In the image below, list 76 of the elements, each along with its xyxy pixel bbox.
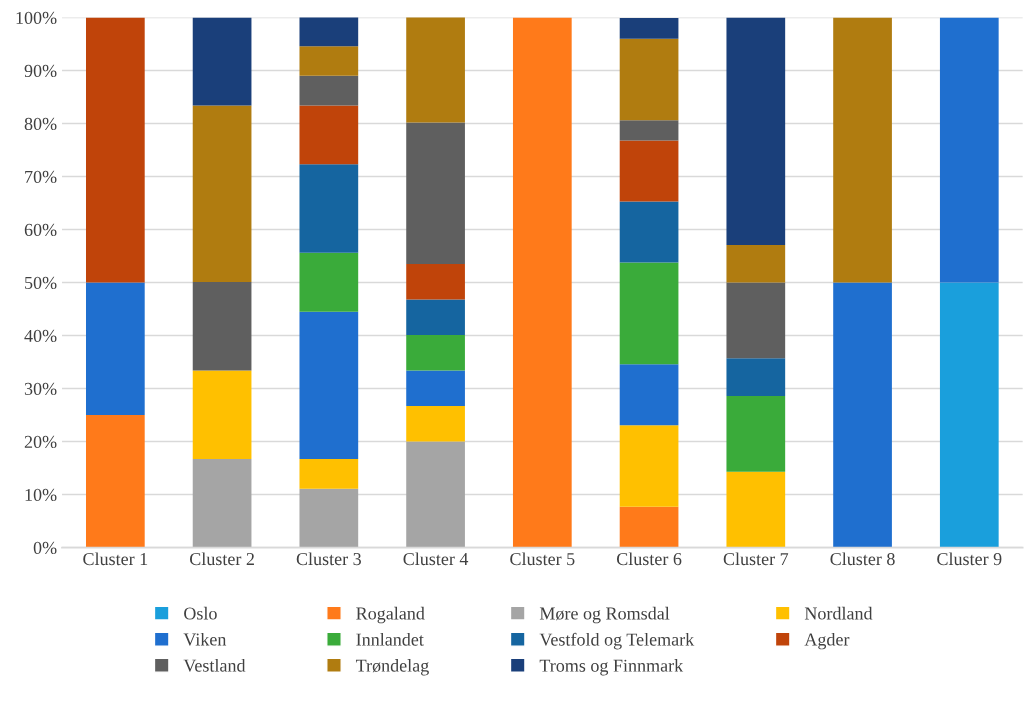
x-tick-label: Cluster 3 — [296, 552, 361, 566]
bar — [833, 282, 892, 548]
bar — [726, 282, 786, 359]
bar — [299, 459, 359, 489]
bar — [299, 46, 359, 76]
y-tick-label: 40% — [24, 329, 57, 343]
legend-label: Vestfold og Telemark — [539, 632, 695, 650]
legend-label: Møre og Romsdal — [539, 606, 670, 624]
legend-label: Rogaland — [356, 606, 425, 624]
legend-label: Oslo — [184, 606, 217, 620]
legend-label: Innlandet — [356, 632, 424, 646]
bar — [726, 471, 786, 548]
legend-label: Viken — [183, 632, 227, 646]
y-tick-label: 50% — [25, 276, 57, 290]
x-tick-label: Cluster 4 — [403, 552, 469, 566]
bar — [619, 38, 679, 121]
bar — [619, 201, 679, 263]
y-tick-label: 90% — [24, 64, 57, 78]
bar — [299, 164, 359, 253]
bar — [726, 244, 786, 283]
bar — [406, 441, 465, 548]
x-tick-label: Cluster 8 — [830, 552, 895, 566]
bar — [299, 488, 359, 548]
x-tick-label: Cluster 9 — [937, 552, 1002, 566]
bar — [726, 358, 786, 396]
bar — [939, 282, 999, 548]
y-tick-label: 100% — [16, 11, 57, 25]
legend-label: Trøndelag — [355, 659, 429, 676]
legend-label: Troms og Finnmark — [539, 659, 684, 676]
bar — [406, 17, 465, 123]
bar — [299, 105, 359, 165]
bar — [619, 120, 679, 141]
y-tick-label: 60% — [24, 223, 57, 237]
bar — [299, 17, 359, 47]
bar — [299, 311, 359, 460]
x-tick-label: Cluster 7 — [723, 552, 789, 566]
bar — [86, 282, 145, 416]
x-tick-label: Cluster 5 — [510, 552, 575, 566]
bar — [619, 364, 679, 426]
bar — [619, 262, 679, 365]
bar — [619, 506, 679, 548]
bar — [619, 18, 679, 39]
legend-label: Agder — [804, 632, 850, 650]
y-tick-label: 70% — [25, 170, 57, 184]
bar — [192, 105, 252, 283]
legend-label: Nordland — [804, 606, 873, 620]
bar — [619, 425, 679, 507]
y-tick-label: 10% — [25, 488, 57, 502]
bar — [406, 335, 465, 371]
x-tick-label: Cluster 1 — [83, 552, 148, 566]
bar — [86, 415, 145, 548]
bar — [86, 17, 145, 283]
bar — [299, 252, 359, 312]
bar — [726, 17, 786, 245]
bar — [192, 17, 252, 106]
bar — [406, 370, 465, 407]
y-tick-label: 0% — [33, 541, 57, 555]
x-tick-label: Cluster 2 — [189, 552, 254, 566]
bar — [726, 395, 786, 472]
bar — [512, 17, 572, 548]
bar — [406, 299, 465, 336]
x-tick-label: Cluster 6 — [616, 552, 682, 566]
bar — [406, 406, 465, 442]
bar — [299, 75, 359, 106]
y-tick-label: 30% — [24, 382, 57, 396]
bar — [833, 17, 892, 283]
y-tick-label: 80% — [24, 117, 57, 131]
bar — [192, 282, 252, 371]
bar — [406, 122, 465, 264]
bar — [192, 370, 252, 460]
bar — [192, 459, 252, 548]
y-tick-label: 20% — [24, 435, 57, 449]
bar — [619, 140, 679, 202]
bar — [406, 264, 465, 300]
bar — [939, 17, 999, 283]
legend-label: Vestland — [183, 658, 246, 672]
